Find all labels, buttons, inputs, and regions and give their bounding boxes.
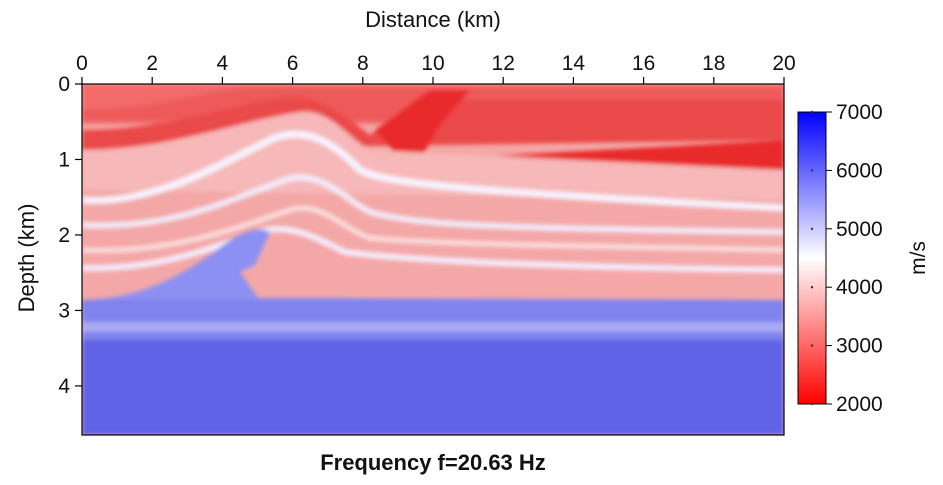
band-pink-1 [82, 111, 784, 200]
x-tick-label: 14 [562, 52, 586, 75]
colorbar-tick-label: 2000 [836, 393, 883, 416]
colorbar-tick-label: 7000 [836, 101, 883, 124]
heatmap [82, 84, 784, 435]
y-axis-label: Depth (km) [14, 204, 39, 313]
y-tick-label: 1 [58, 148, 70, 171]
x-tick-label: 16 [632, 52, 655, 75]
x-tick-label: 18 [702, 52, 725, 75]
x-tick-label: 4 [217, 52, 229, 75]
reflector-1-line [82, 130, 784, 212]
band-light-blue-stripe [82, 322, 784, 332]
reflector-2b-line [82, 205, 784, 253]
x-tick-label: 8 [357, 52, 369, 75]
reflector-3-line [82, 226, 784, 273]
x-axis-label: Distance (km) [365, 7, 501, 32]
colorbar-tick-dot [810, 402, 814, 406]
x-tick-label: 10 [421, 52, 444, 75]
band-deep-blue [82, 340, 784, 435]
colorbar-tick-label: 5000 [836, 218, 883, 241]
colorbar-tick-dot [810, 169, 814, 172]
x-tick-label: 0 [76, 52, 88, 75]
y-axis: 0 1 2 3 4 [58, 73, 82, 398]
chart-title: Frequency f=20.63 Hz [320, 450, 546, 475]
colorbar [797, 111, 827, 405]
x-tick-label: 12 [492, 52, 515, 75]
y-tick-label: 0 [58, 73, 70, 96]
band-high-velocity [82, 300, 784, 340]
y-tick-label: 4 [58, 375, 70, 398]
colorbar-tick-dot [810, 227, 814, 230]
colorbar-tick-label: 4000 [836, 276, 883, 299]
x-tick-label: 6 [287, 52, 299, 75]
colorbar-label: m/s [907, 241, 930, 275]
colorbar-tick-dot [810, 286, 814, 289]
colorbar-ticks: 2000 3000 4000 5000 6000 7000 [810, 101, 883, 416]
band-red-wedge [375, 90, 784, 170]
x-axis: 0 2 4 6 8 10 12 14 16 18 20 [76, 52, 796, 84]
colorbar-tick-dot [810, 110, 814, 114]
x-tick-label: 2 [146, 52, 158, 75]
reflector-2-line [82, 174, 784, 235]
x-tick-label: 20 [772, 52, 795, 75]
y-tick-label: 3 [58, 299, 70, 322]
colorbar-tick-label: 3000 [836, 335, 883, 358]
colorbar-tick-dot [810, 344, 814, 347]
colorbar-tick-label: 6000 [836, 159, 883, 182]
y-tick-label: 2 [58, 224, 70, 247]
